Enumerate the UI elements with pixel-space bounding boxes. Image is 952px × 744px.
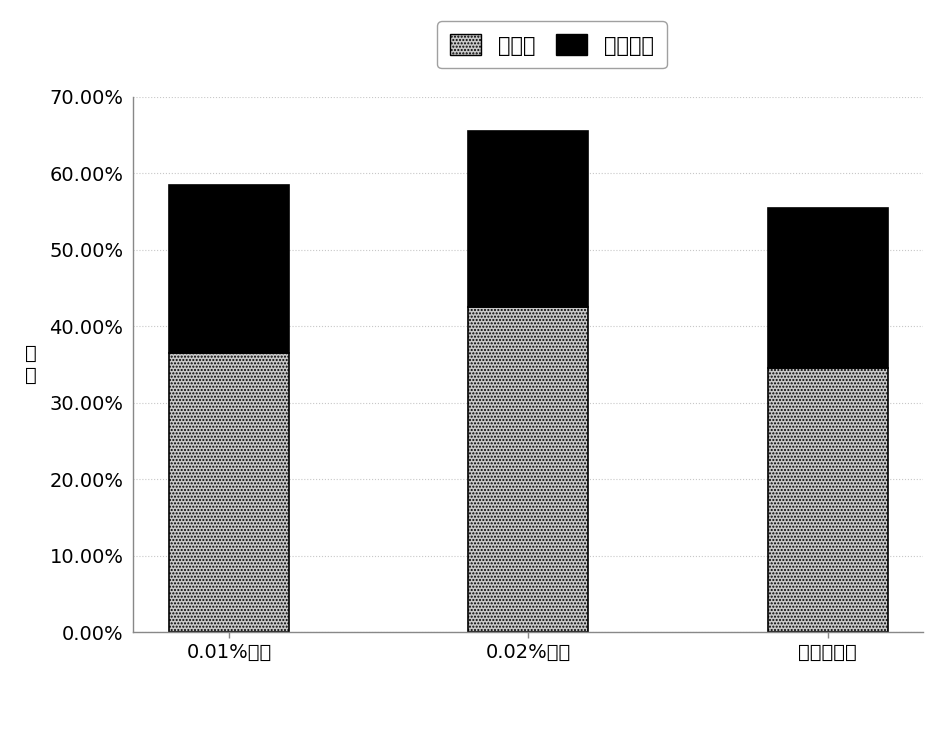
Text: 组
重: 组 重: [25, 344, 36, 385]
Bar: [169, 353, 288, 632]
Bar: [768, 208, 887, 368]
Bar: [169, 185, 288, 353]
Bar: [468, 131, 588, 307]
Bar: [768, 368, 887, 632]
Legend: 纤维素, 半纤维素: 纤维素, 半纤维素: [438, 22, 666, 68]
Bar: [468, 307, 588, 632]
